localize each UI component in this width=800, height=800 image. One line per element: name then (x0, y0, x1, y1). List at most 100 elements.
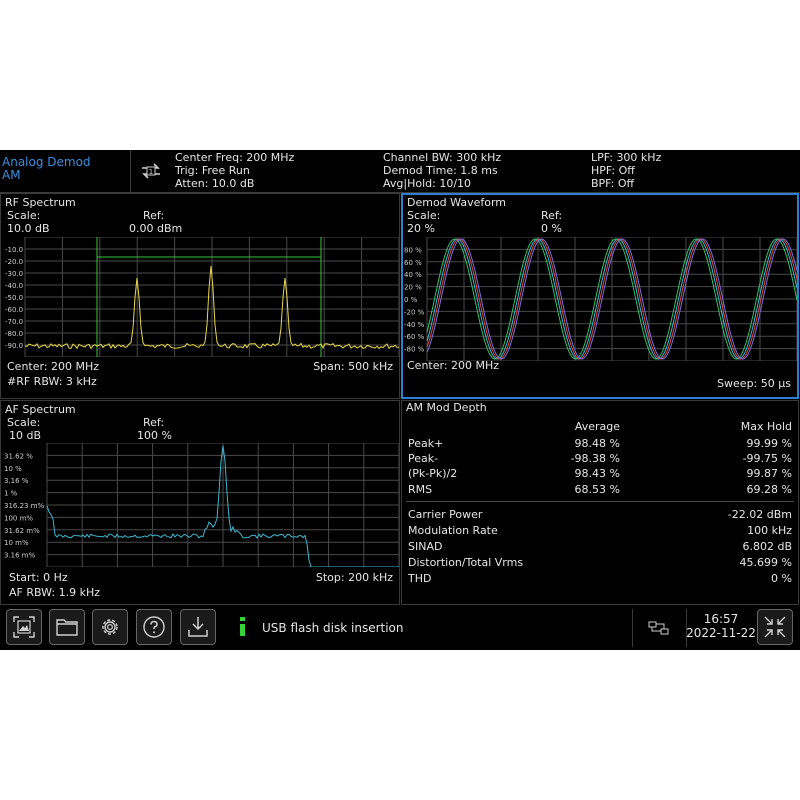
mod-row-max: 99.87 % (746, 467, 792, 480)
mod-col-max: Max Hold (740, 420, 792, 433)
rf-ref-value[interactable]: 0.00 dBm (129, 222, 183, 235)
help-icon (143, 616, 165, 638)
network-icon[interactable] (648, 620, 670, 636)
help-button[interactable] (136, 609, 172, 645)
rf-scale-value[interactable]: 10.0 dB (7, 222, 50, 235)
metric-value: 0 % (771, 572, 792, 585)
demod-waveform-graph[interactable]: 80 % 60 % 40 % 20 % 0 % -20 % -40 % -60 % -80 % (403, 237, 797, 361)
lpf-text[interactable]: LPF: 300 kHz (591, 151, 662, 164)
af-start-text[interactable]: Start: 0 Hz (9, 571, 68, 584)
settings-button[interactable] (92, 609, 128, 645)
fullscreen-toggle-button[interactable] (757, 609, 793, 645)
demod-tick-label: 40 % (404, 271, 422, 279)
header-col-filters: LPF: 300 kHz HPF: Off BPF: Off (591, 151, 661, 190)
header-bar: Analog Demod AM 1 Center Freq: 200 MHz T… (0, 150, 800, 193)
af-tick-label: 31.62 m% (4, 527, 40, 535)
metric-value: 45.699 % (739, 556, 792, 569)
save-download-icon (188, 617, 208, 637)
rf-rbw-text[interactable]: #RF RBW: 3 kHz (7, 375, 97, 388)
screenshot-button[interactable] (6, 609, 42, 645)
rf-spectrum-graph[interactable]: -10.0 -20.0 -30.0 -40.0 -50.0 -60.0 -70.0 -80.0… (3, 237, 399, 357)
af-tick-labels: 31.62 % 10 % 3.16 % 1 % 316.23 m% 100 m% 31.62… (4, 452, 45, 559)
af-spectrum-graph[interactable]: 31.62 % 10 % 3.16 % 1 % 316.23 m% 100 m% 31.62… (3, 443, 399, 567)
mod-row-label: (Pk-Pk)/2 (408, 467, 458, 480)
header-col-freq: Center Freq: 200 MHz Trig: Free Run Atte… (175, 151, 294, 190)
demod-tick-label: 0 % (404, 296, 418, 304)
demod-time-text[interactable]: Demod Time: 1.8 ms (383, 164, 498, 177)
mode-name: Analog Demod (2, 155, 91, 169)
channel-bw-text[interactable]: Channel BW: 300 kHz (383, 151, 502, 164)
mode-indicator[interactable]: Analog Demod AM (2, 156, 91, 182)
af-panel-title: AF Spectrum (5, 403, 76, 416)
footer-divider (632, 609, 633, 647)
demod-tick-label: -60 % (404, 333, 425, 341)
gear-icon (102, 619, 118, 635)
center-freq-text[interactable]: Center Freq: 200 MHz (175, 151, 295, 164)
demod-tick-label: 60 % (404, 259, 422, 267)
info-icon (240, 617, 245, 636)
atten-text[interactable]: Atten: 10.0 dB (175, 177, 255, 190)
clock-date: 2022-11-22 (686, 626, 756, 640)
af-trace (46, 445, 399, 567)
af-rbw-text[interactable]: AF RBW: 1.9 kHz (9, 586, 100, 599)
demod-scale-label: Scale: (407, 209, 441, 222)
metric-label: Carrier Power (408, 508, 483, 521)
clock-time: 16:57 (703, 612, 739, 626)
af-spectrum-panel[interactable]: AF Spectrum Scale: 10 dB Ref: 100 % 31.6… (0, 400, 400, 605)
demod-tick-label: 20 % (404, 284, 422, 292)
rf-tick-label: -90.0 (5, 342, 23, 350)
rf-spectrum-panel[interactable]: RF Spectrum Scale: 10.0 dB Ref: 0.00 dBm… (0, 193, 400, 399)
svg-text:1: 1 (149, 168, 153, 176)
metric-value: -22.02 dBm (727, 508, 792, 521)
mod-row-max: 69.28 % (746, 483, 792, 496)
rf-tick-label: -50.0 (5, 294, 23, 302)
mod-row-label: Peak- (408, 452, 439, 465)
bpf-text[interactable]: BPF: Off (591, 177, 635, 190)
af-scale-value[interactable]: 10 dB (9, 429, 42, 442)
hpf-text[interactable]: HPF: Off (591, 164, 635, 177)
mode-type: AM (2, 168, 21, 182)
save-button[interactable] (180, 609, 216, 645)
metric-label: THD (408, 572, 432, 585)
af-ref-label: Ref: (143, 416, 165, 429)
rf-panel-title: RF Spectrum (5, 196, 76, 209)
af-ref-value[interactable]: 100 % (137, 429, 172, 442)
footer-divider (686, 609, 687, 647)
rf-center-text[interactable]: Center: 200 MHz (7, 360, 100, 373)
mod-row-max: -99.75 % (742, 452, 792, 465)
rf-tick-label: -40.0 (5, 282, 23, 290)
avg-hold-text[interactable]: Avg|Hold: 10/10 (383, 177, 472, 190)
rf-ref-label: Ref: (143, 209, 165, 222)
trig-text[interactable]: Trig: Free Run (175, 164, 250, 177)
mod-row-average: 98.48 % (574, 437, 620, 450)
metric-value: 6.802 dB (742, 540, 792, 553)
demod-tick-labels: 80 % 60 % 40 % 20 % 0 % -20 % -40 % -60 % -80 % (404, 246, 425, 353)
demod-ref-value[interactable]: 0 % (541, 222, 562, 235)
af-tick-label: 3.16 % (4, 477, 29, 485)
demod-waveform-panel[interactable]: Demod Waveform Scale: 20 % Ref: 0 % 80 %… (401, 193, 799, 399)
af-tick-label: 3.16 m% (4, 552, 36, 560)
file-button[interactable] (49, 609, 85, 645)
rf-trace (24, 265, 399, 350)
mod-divider (406, 501, 794, 502)
demod-tick-label: 80 % (404, 246, 422, 254)
demod-grid (426, 237, 797, 361)
demod-trace-3 (426, 238, 797, 360)
af-scale-label: Scale: (7, 416, 41, 429)
am-mod-depth-panel[interactable]: AM Mod Depth Average Max Hold Peak+ 98.4… (401, 400, 799, 605)
status-message: USB flash disk insertion (262, 621, 404, 635)
mod-row-average: 68.53 % (574, 483, 620, 496)
af-stop-text[interactable]: Stop: 200 kHz (315, 571, 393, 584)
demod-sweep-text[interactable]: Sweep: 50 µs (717, 377, 791, 390)
rf-tick-label: -70.0 (5, 318, 23, 326)
af-tick-label: 1 % (4, 490, 18, 498)
sync-icon[interactable]: 1 (138, 160, 164, 182)
fullscreen-toggle-icon (764, 616, 786, 638)
demod-tick-label: -80 % (404, 346, 425, 354)
demod-center-text[interactable]: Center: 200 MHz (407, 359, 500, 372)
demod-scale-value[interactable]: 20 % (407, 222, 435, 235)
rf-tick-label: -60.0 (5, 306, 23, 314)
rf-tick-label: -80.0 (5, 330, 23, 338)
demod-tick-label: -40 % (404, 321, 425, 329)
rf-span-text[interactable]: Span: 500 kHz (313, 360, 393, 373)
